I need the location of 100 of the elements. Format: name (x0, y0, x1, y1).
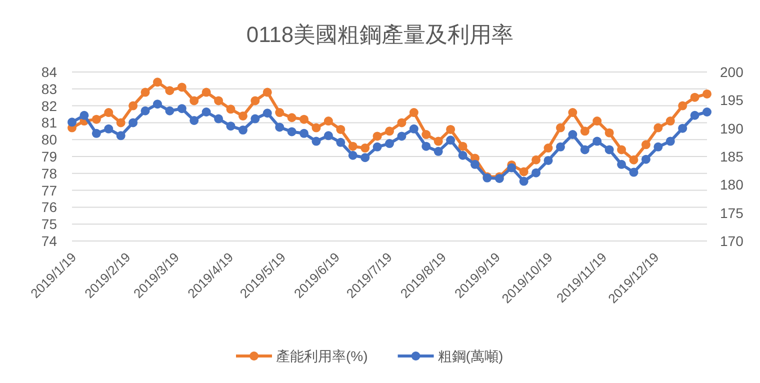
point (580, 145, 590, 154)
y-tick-label: 74 (41, 233, 58, 249)
point (287, 113, 296, 122)
point (250, 96, 260, 106)
legend-label: 產能利用率(%) (276, 348, 368, 364)
point (385, 126, 394, 136)
point (641, 154, 650, 164)
y2-tick-label: 175 (720, 204, 744, 221)
point (690, 92, 700, 102)
point (238, 111, 248, 120)
y-tick-label: 84 (41, 64, 58, 80)
point (446, 136, 456, 145)
point (678, 124, 688, 133)
point (385, 139, 394, 148)
point (458, 150, 468, 160)
point (92, 128, 101, 138)
point (104, 124, 114, 134)
point (519, 167, 528, 176)
point (190, 96, 199, 106)
point (629, 155, 638, 164)
point (397, 132, 406, 141)
y2-tick-label: 170 (720, 233, 744, 249)
y-tick-label: 80 (41, 132, 58, 148)
point (165, 106, 174, 116)
point (372, 132, 382, 141)
legend-label: 粗鋼(萬噸) (438, 348, 504, 364)
point (128, 118, 138, 128)
point (544, 144, 553, 153)
point (92, 114, 101, 124)
point (422, 142, 431, 151)
y-tick-label: 77 (41, 182, 58, 198)
point (116, 131, 126, 140)
point (202, 107, 211, 116)
point (165, 86, 174, 96)
point (262, 88, 272, 97)
point (604, 128, 614, 138)
point (80, 110, 89, 120)
point (702, 107, 712, 116)
point (312, 136, 321, 146)
point (190, 116, 199, 125)
point (532, 168, 541, 178)
point (324, 116, 333, 126)
y-tick-label: 78 (41, 165, 58, 182)
point (226, 122, 236, 131)
point (287, 127, 296, 136)
point (128, 101, 138, 110)
point (336, 124, 346, 134)
point (348, 142, 358, 151)
point (654, 142, 663, 152)
point (470, 160, 480, 169)
point (604, 145, 614, 154)
y2-tick-label: 195 (720, 92, 744, 108)
point (446, 124, 456, 134)
point (202, 88, 211, 97)
point (336, 138, 346, 147)
point (275, 108, 284, 118)
point (702, 89, 712, 98)
point (678, 101, 688, 110)
point (629, 168, 638, 177)
point (140, 106, 150, 116)
point (580, 126, 590, 136)
point (372, 142, 382, 152)
point (238, 126, 248, 135)
point (275, 122, 284, 132)
point (324, 131, 333, 140)
point (360, 153, 370, 162)
y-tick-label: 82 (41, 98, 58, 114)
y-tick-label: 75 (41, 216, 58, 232)
point (592, 116, 602, 126)
point (617, 160, 626, 169)
point (666, 116, 675, 126)
y2-tick-label: 190 (720, 120, 744, 136)
point (568, 108, 578, 118)
point (654, 123, 663, 132)
point (226, 104, 236, 114)
point (617, 145, 626, 154)
point (116, 118, 126, 128)
point (397, 118, 406, 128)
point (250, 114, 260, 124)
point (592, 136, 602, 146)
point (300, 128, 309, 138)
point (666, 136, 675, 146)
point (360, 144, 370, 153)
point (152, 100, 162, 109)
point (690, 110, 700, 120)
point (532, 155, 541, 164)
chart-title: 0118美國粗鋼產量及利用率 (246, 22, 514, 47)
point (458, 142, 468, 151)
point (434, 136, 443, 146)
point (409, 124, 418, 134)
point (68, 118, 76, 127)
point (152, 78, 162, 87)
point (556, 142, 565, 152)
point (434, 146, 443, 156)
point (177, 82, 186, 92)
point (214, 96, 224, 106)
point (544, 156, 553, 165)
point (519, 176, 528, 186)
point (641, 140, 650, 150)
y-tick-label: 76 (41, 199, 58, 216)
